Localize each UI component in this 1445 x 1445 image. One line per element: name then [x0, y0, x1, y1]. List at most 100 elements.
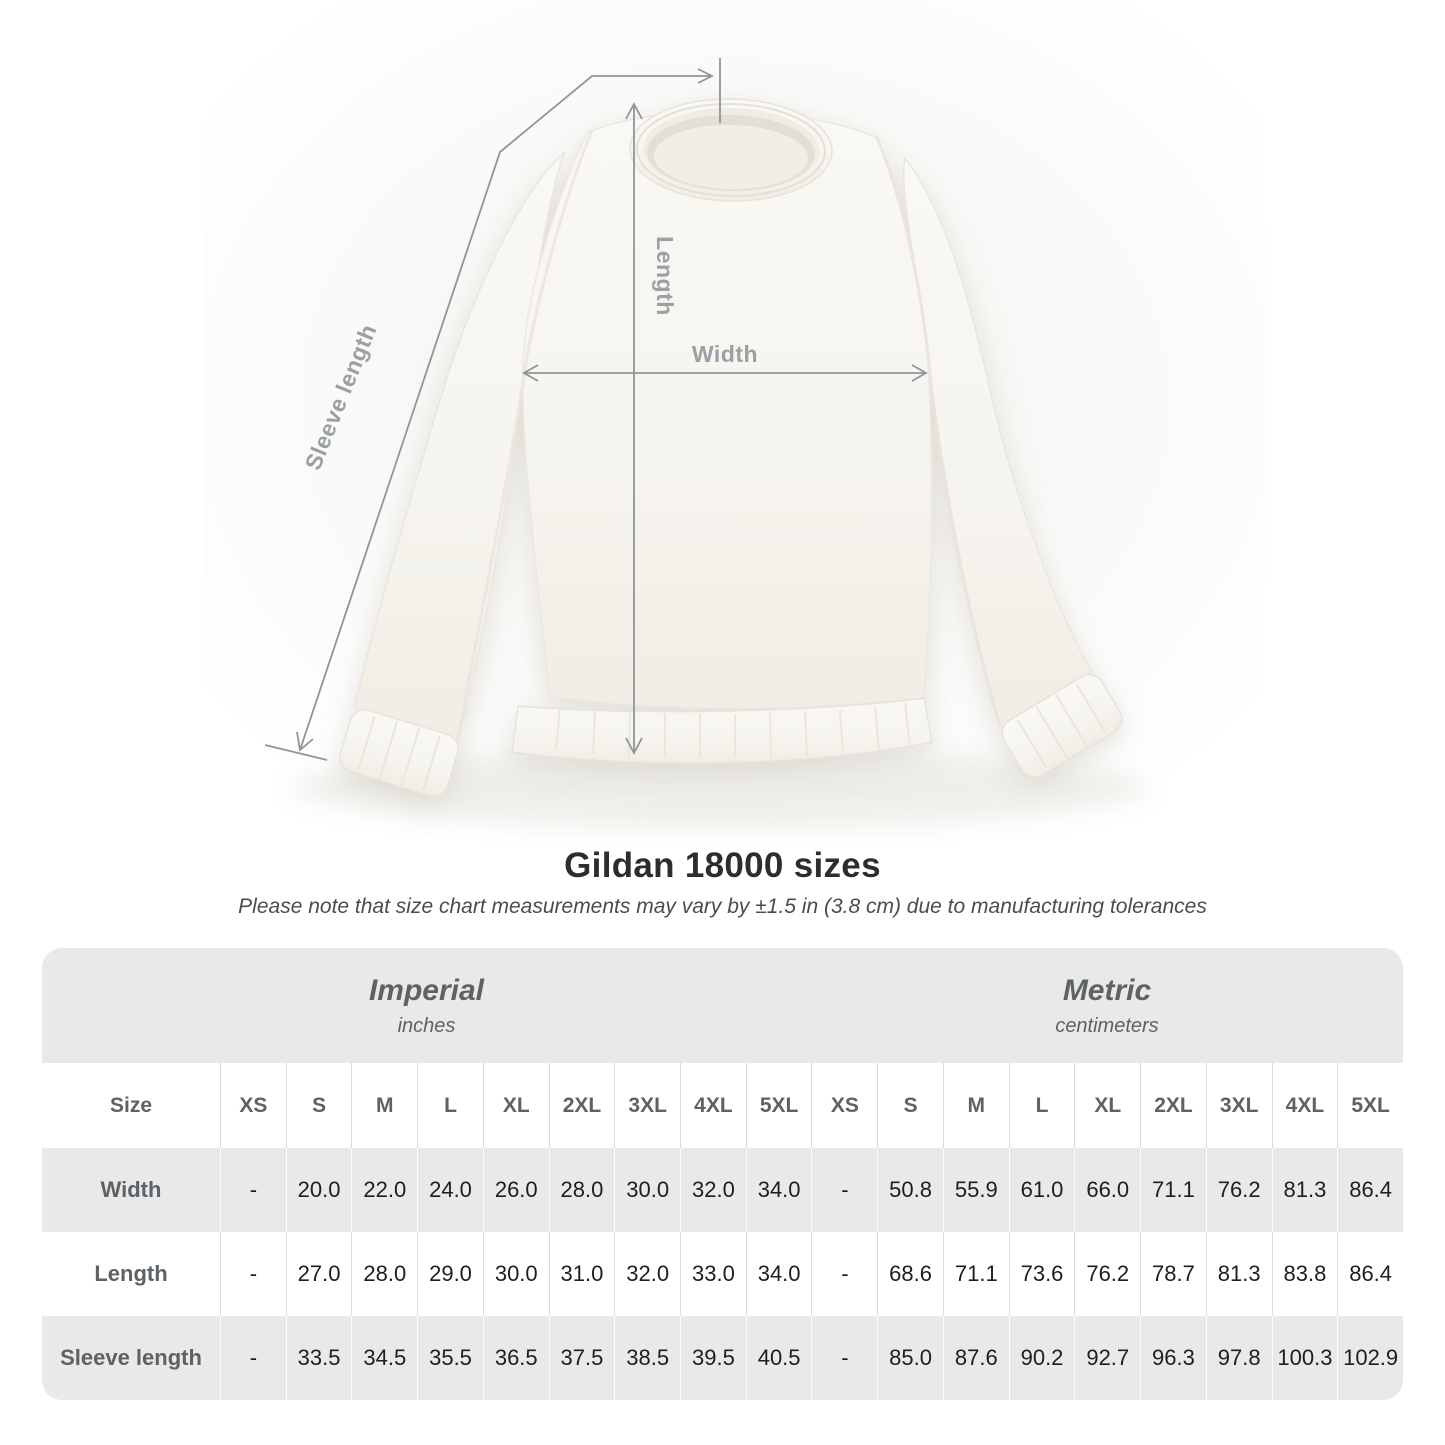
measurement-value: 50.8	[877, 1148, 943, 1232]
measurement-value: 71.1	[1140, 1148, 1206, 1232]
waistband	[511, 697, 933, 764]
metric-title: Metric	[1062, 973, 1152, 1007]
measurement-value: 33.0	[680, 1232, 746, 1316]
width-arrow-left	[522, 364, 539, 382]
measurement-value: 100.3	[1271, 1316, 1338, 1400]
page-title: Gildan 18000 sizes	[564, 846, 881, 885]
measurement-value: 30.0	[482, 1232, 549, 1316]
measurement-value: 96.3	[1140, 1316, 1206, 1400]
table-row-sleeve-length: Sleeve length -33.5 34.5 35.5 36.5 37.5 38.5 39…	[42, 1316, 1403, 1400]
measurement-value: 28.0	[351, 1232, 417, 1316]
table-row-width: Width -20.0 22.0 24.0 26.0 28.0 30.0 32.0 34.0-5…	[42, 1148, 1403, 1232]
size-column-header: 3XL	[614, 1063, 680, 1148]
sweatshirt-diagram: Length Width Sleeve length	[205, 0, 1265, 838]
right-cuff	[1001, 674, 1123, 778]
metric-header: Metric centimeters	[811, 948, 1403, 1063]
width-arrow-right	[911, 364, 928, 382]
measurement-value: 87.6	[942, 1316, 1009, 1400]
measurement-value: 81.3	[1205, 1232, 1272, 1316]
size-header-row: Size XS S M L XL 2XL 3XL 4XL 5XL XS S M L XL 2XL 3XL 4XL…	[42, 1063, 1403, 1148]
size-column-header: 4XL	[1271, 1063, 1338, 1148]
length-arrow-down	[625, 737, 643, 755]
row-label: Sleeve length	[60, 1345, 202, 1370]
table-row-length: Length -27.0 28.0 29.0 30.0 31.0 32.0 33.0 34.0-…	[42, 1232, 1403, 1316]
measurement-value: 22.0	[351, 1148, 417, 1232]
size-column-header: XS	[220, 1063, 286, 1148]
length-dimension	[625, 102, 643, 755]
measurement-value: -	[220, 1316, 286, 1400]
collar	[629, 98, 833, 202]
waistband-ribbing	[555, 702, 911, 758]
measurement-value: 28.0	[548, 1148, 615, 1232]
measurement-value: 27.0	[285, 1232, 352, 1316]
measurement-value: -	[220, 1148, 286, 1232]
size-column-header: L	[417, 1063, 483, 1148]
measurement-value: 36.5	[482, 1316, 549, 1400]
size-column-header: 3XL	[1205, 1063, 1272, 1148]
measurement-value: 66.0	[1074, 1148, 1140, 1232]
measurement-value: 31.0	[548, 1232, 615, 1316]
measurement-value: 37.5	[548, 1316, 615, 1400]
measurement-value: 32.0	[614, 1232, 680, 1316]
unit-band: Imperial inches Metric centimeters	[42, 948, 1403, 1063]
measurement-value: 85.0	[877, 1316, 943, 1400]
measurement-value: 38.5	[614, 1316, 680, 1400]
measurement-value: 32.0	[680, 1148, 746, 1232]
size-column-header: M	[351, 1063, 417, 1148]
sleeve-length-dimension	[264, 58, 721, 761]
measurement-value: 92.7	[1074, 1316, 1140, 1400]
size-column-header: 5XL	[1337, 1063, 1403, 1148]
length-arrow-up	[625, 102, 643, 120]
size-column-header: S	[285, 1063, 352, 1148]
cuff-tick	[264, 744, 328, 761]
size-column-header: XL	[482, 1063, 549, 1148]
size-column-header: L	[1008, 1063, 1075, 1148]
size-column-header: 5XL	[745, 1063, 812, 1148]
length-label: Length	[652, 236, 678, 316]
measurement-value: 35.5	[417, 1316, 483, 1400]
dimension-lines	[264, 58, 928, 761]
ground-shadow	[290, 750, 1150, 826]
size-column-header: XL	[1074, 1063, 1140, 1148]
measurement-value: -	[811, 1148, 877, 1232]
tolerance-note: Please note that size chart measurements…	[238, 895, 1207, 918]
row-label: Width	[100, 1177, 162, 1202]
measurement-value: 26.0	[482, 1148, 549, 1232]
measurement-value: -	[811, 1232, 877, 1316]
measurement-value: 76.2	[1074, 1232, 1140, 1316]
row-label: Length	[94, 1261, 168, 1286]
measurement-value: 40.5	[745, 1316, 812, 1400]
sleeve-arrow-right	[697, 68, 715, 84]
imperial-unit: inches	[397, 1014, 456, 1037]
imperial-header: Imperial inches	[42, 948, 811, 1063]
measurement-value: 76.2	[1205, 1148, 1272, 1232]
right-armhole-seam	[874, 135, 1002, 727]
measurement-value: 34.0	[745, 1232, 812, 1316]
size-table: Imperial inches Metric centimeters Size …	[42, 948, 1403, 1400]
measurement-value: 29.0	[417, 1232, 483, 1316]
measurement-value: 30.0	[614, 1148, 680, 1232]
left-cuff	[339, 709, 459, 797]
measurement-value: 73.6	[1008, 1232, 1075, 1316]
size-column-title: Size	[109, 1093, 153, 1117]
width-label: Width	[692, 341, 758, 367]
size-column-header: 2XL	[1140, 1063, 1206, 1148]
metric-unit: centimeters	[1055, 1014, 1159, 1037]
measurement-value: 68.6	[877, 1232, 943, 1316]
measurement-value: 61.0	[1008, 1148, 1075, 1232]
table-rows: Width -20.0 22.0 24.0 26.0 28.0 30.0 32.0 34.0-5…	[42, 1148, 1403, 1400]
measurement-value: 90.2	[1008, 1316, 1075, 1400]
measurement-value: 34.0	[745, 1148, 812, 1232]
size-column-header: 2XL	[548, 1063, 615, 1148]
measurement-value: 97.8	[1205, 1316, 1272, 1400]
measurement-value: 102.9	[1337, 1316, 1403, 1400]
measurement-value: 34.5	[351, 1316, 417, 1400]
measurement-value: 55.9	[942, 1148, 1009, 1232]
sweatshirt-illustration	[339, 98, 1123, 797]
imperial-title: Imperial	[368, 973, 485, 1007]
measurement-value: 39.5	[680, 1316, 746, 1400]
measurement-value: 86.4	[1337, 1148, 1403, 1232]
sleeve-arrow-down	[296, 731, 314, 752]
measurement-value: 81.3	[1271, 1148, 1338, 1232]
